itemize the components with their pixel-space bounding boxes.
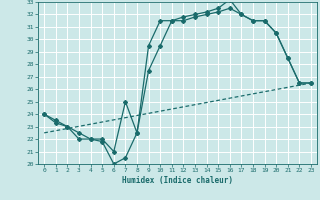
X-axis label: Humidex (Indice chaleur): Humidex (Indice chaleur) [122,176,233,185]
